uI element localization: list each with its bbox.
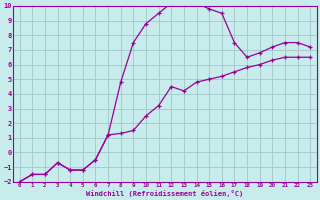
X-axis label: Windchill (Refroidissement éolien,°C): Windchill (Refroidissement éolien,°C) — [86, 190, 244, 197]
